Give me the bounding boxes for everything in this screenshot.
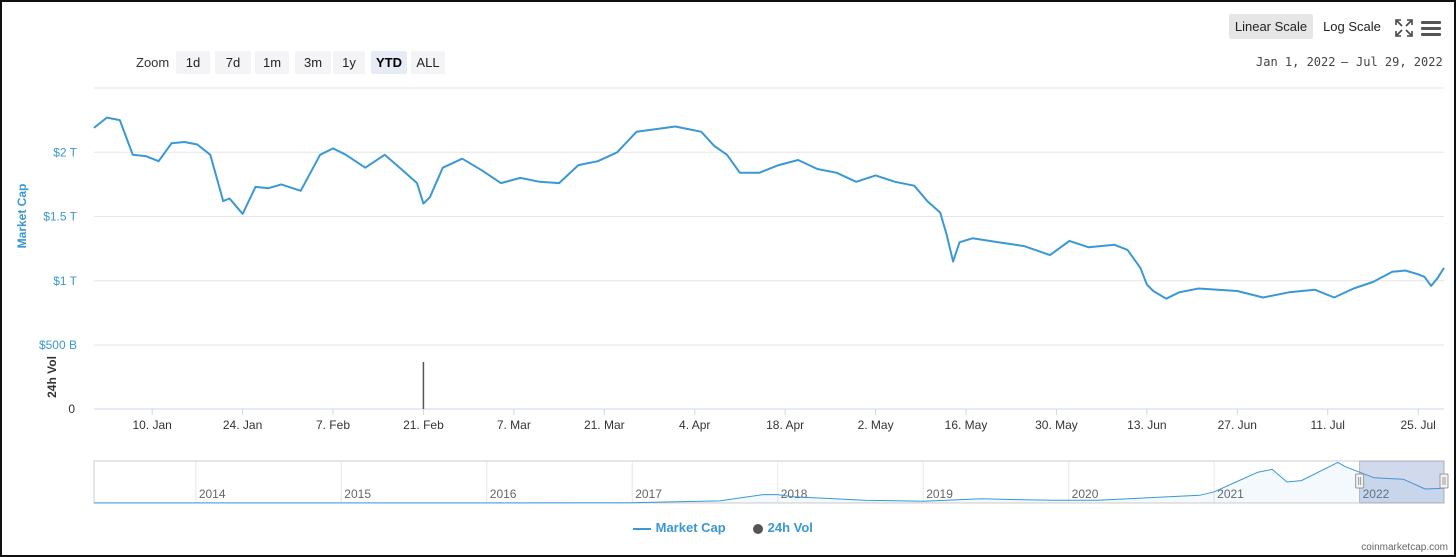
y-axis-label-market-cap: Market Cap [15,184,29,249]
navigator-line [94,461,1445,504]
navigator-year-label: 2021 [1217,487,1244,501]
frame-bottom [0,555,1456,557]
x-tick-label: 11. Jul [1310,418,1344,432]
x-tick-label: 4. Apr [679,418,710,432]
y-tick-label: $500 B [39,338,77,352]
navigator-year-label: 2014 [199,487,226,501]
frame-left [0,0,2,557]
x-tick-label: 10. Jan [132,418,171,432]
y-axis-label-volume: 24h Vol [45,356,59,398]
navigator-handle-right[interactable] [1439,473,1449,489]
zoom-button-3m[interactable]: 3m [295,51,331,74]
range-to[interactable]: Jul 29, 2022 [1356,55,1443,69]
market-cap-line[interactable] [93,116,1445,300]
x-tick-label: 27. Jun [1218,418,1257,432]
navigator-year-label: 2022 [1363,487,1390,501]
x-tick-label: 2. May [858,418,894,432]
grid-lines [94,87,1444,410]
zoom-button-ytd[interactable]: YTD [371,51,407,74]
frame-top [0,0,1456,2]
navigator[interactable]: 201420152016201720182019202020212022 [93,460,1449,504]
linear-scale-button[interactable]: Linear Scale [1229,14,1313,39]
x-tick-label: 7. Feb [316,418,350,432]
x-tick-label: 25. Jul [1400,418,1435,432]
navigator-year-label: 2015 [344,487,371,501]
y-tick-label: $1.5 T [43,210,77,224]
y-axis-ticks: $500 B $1 T $1.5 T $2 T 0 [39,145,78,416]
legend-24h-vol[interactable]: 24h Vol [752,520,813,535]
navigator-year-label: 2017 [635,487,662,501]
x-tick-label: 16. May [945,418,988,432]
range-from[interactable]: Jan 1, 2022 [1256,55,1336,69]
navigator-frame [93,460,1445,504]
legend-line-icon [633,527,651,530]
x-tick-label: 30. May [1035,418,1078,432]
navigator-year-label: 2016 [490,487,517,501]
x-tick-label: 21. Feb [403,418,444,432]
x-axis-ticks: 10. Jan 24. Jan 7. Feb 21. Feb 7. Mar 21. Mar… [132,409,1436,432]
y-tick-label: $2 T [53,145,77,159]
log-scale-button[interactable]: Log Scale [1323,19,1381,34]
frame-right [1454,0,1456,557]
x-tick-label: 13. Jun [1127,418,1166,432]
zoom-label: Zoom [136,55,170,70]
x-tick-label: 18. Apr [766,418,804,432]
legend-dot-icon [753,523,763,534]
range-separator: — [1341,55,1349,69]
fullscreen-icon[interactable] [1395,19,1413,37]
legend-24h-vol-label: 24h Vol [767,520,813,535]
zoom-button-1y[interactable]: 1y [333,51,365,74]
x-tick-label: 21. Mar [584,418,625,432]
navigator-year-label: 2019 [926,487,953,501]
legend-market-cap[interactable]: Market Cap [632,520,726,535]
series-layer [93,116,1445,300]
navigator-year-label: 2020 [1072,487,1099,501]
volume-y-tick-label: 0 [68,402,75,416]
menu-icon[interactable] [1421,19,1441,37]
zoom-button-1d[interactable]: 1d [176,51,210,74]
navigator-selection[interactable] [1359,460,1445,504]
y-tick-label: $1 T [53,274,77,288]
zoom-button-7d[interactable]: 7d [215,51,251,74]
x-tick-label: 7. Mar [497,418,531,432]
zoom-button-all[interactable]: ALL [411,51,445,74]
watermark: coinmarketcap.com [1361,542,1448,553]
zoom-button-1m[interactable]: 1m [255,51,289,74]
legend-market-cap-label: Market Cap [655,520,726,535]
navigator-handle-left[interactable] [1355,473,1365,489]
x-tick-label: 24. Jan [223,418,262,432]
